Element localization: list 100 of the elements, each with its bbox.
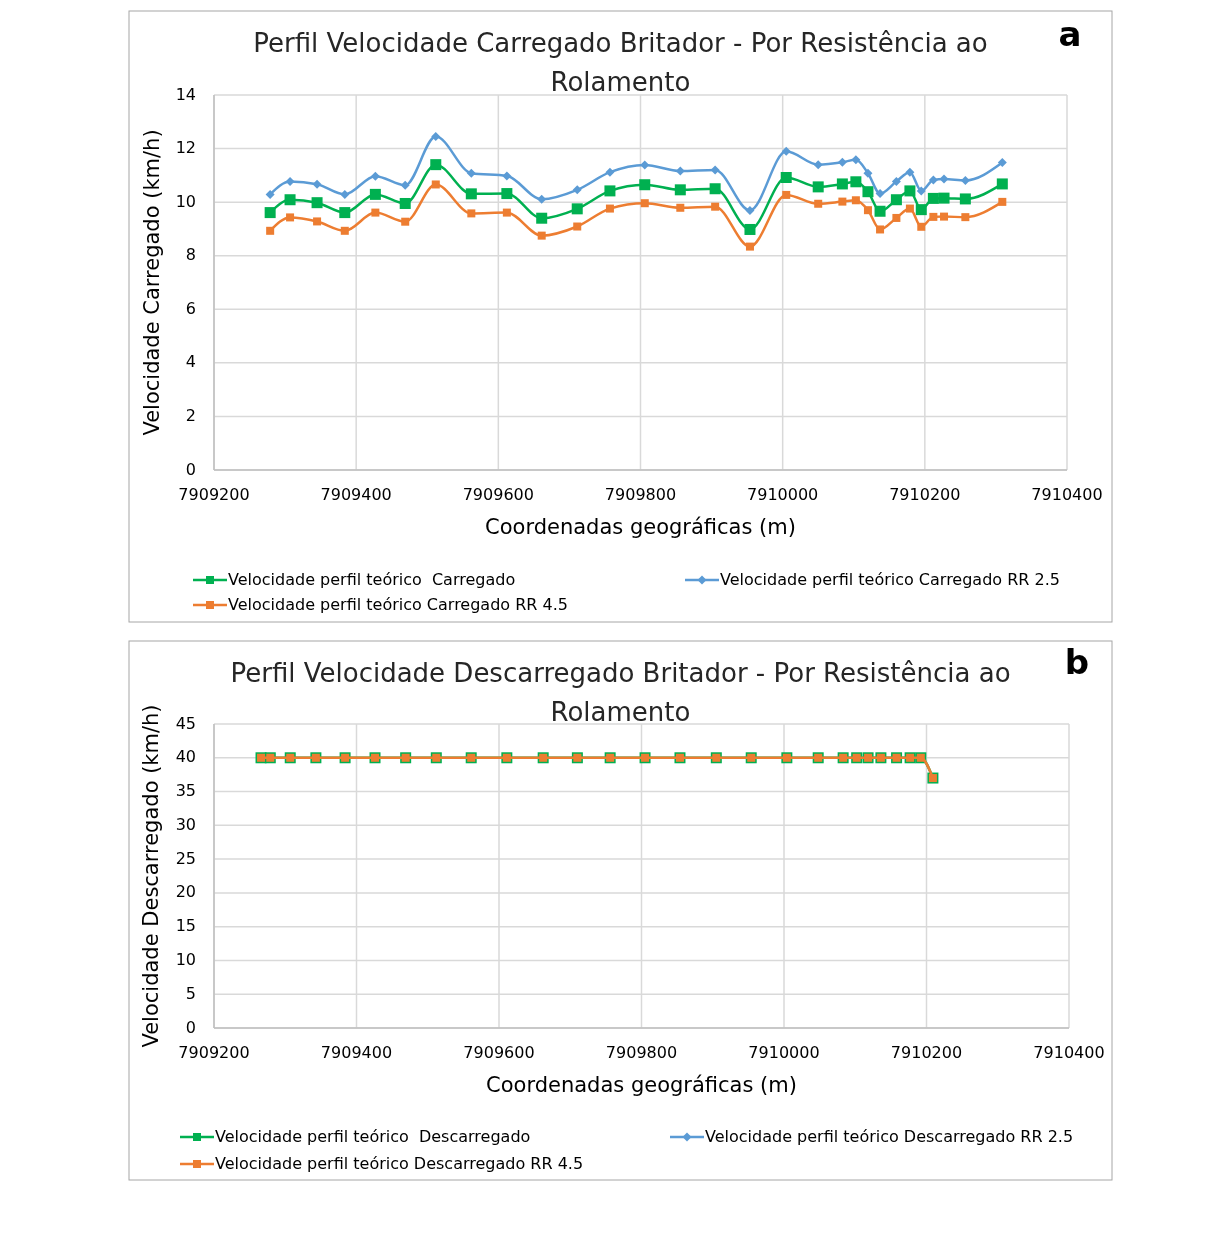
y-tick-label: 25 — [175, 848, 196, 868]
point — [640, 199, 649, 208]
point — [863, 206, 872, 215]
point — [639, 179, 651, 191]
point — [465, 188, 477, 200]
x-tick-label: 7910400 — [1033, 1042, 1105, 1062]
point — [851, 196, 860, 205]
point — [876, 225, 885, 234]
point — [371, 208, 380, 217]
point — [838, 197, 847, 206]
point — [265, 189, 275, 199]
point — [571, 203, 583, 215]
x-tick-label: 7910200 — [889, 484, 961, 504]
point — [709, 183, 721, 195]
point — [502, 171, 512, 181]
y-tick-label: 45 — [175, 713, 196, 733]
point — [467, 209, 476, 218]
point — [890, 194, 902, 206]
point — [836, 178, 848, 190]
point — [674, 184, 686, 196]
y-axis-title: Velocidade Carregado (km/h) — [140, 129, 164, 436]
point — [814, 199, 823, 208]
point — [311, 197, 323, 209]
point — [370, 171, 380, 181]
point — [536, 212, 548, 224]
x-tick-label: 7910200 — [890, 1042, 963, 1062]
point — [605, 204, 614, 213]
point — [917, 222, 926, 231]
point — [850, 176, 862, 188]
point — [959, 193, 971, 205]
x-tick-label: 7909400 — [320, 484, 392, 504]
point — [745, 205, 755, 215]
y-tick-label: 20 — [175, 882, 196, 902]
y-tick-label: 0 — [185, 1017, 196, 1037]
legend-label: Velocidade perfil teórico Descarregado RR 2.5 — [705, 1126, 1074, 1146]
legend-label: Velocidade perfil teórico Carregado — [228, 569, 516, 589]
point — [605, 167, 615, 177]
point — [938, 192, 950, 204]
x-axis-title: Coordenadas geográficas (m) — [485, 515, 796, 539]
point — [891, 177, 901, 187]
y-tick-label: 5 — [185, 983, 196, 1003]
point — [537, 231, 546, 240]
point — [710, 165, 720, 175]
point — [312, 179, 322, 189]
point — [862, 186, 874, 198]
y-tick-label: 2 — [185, 405, 196, 425]
point — [939, 174, 949, 184]
point — [997, 158, 1007, 167]
y-axis-title: Velocidade Descarregado (km/h) — [139, 704, 163, 1048]
x-tick-label: 7909600 — [463, 1042, 535, 1062]
point — [501, 188, 513, 200]
x-tick-label: 7910000 — [747, 484, 819, 504]
x-tick-label: 7909800 — [605, 1042, 678, 1062]
point — [340, 226, 349, 235]
y-tick-label: 35 — [175, 781, 196, 801]
point — [466, 168, 476, 178]
point — [875, 189, 885, 199]
legend-label: Velocidade perfil teórico Descarregado — [215, 1126, 531, 1146]
point — [780, 172, 792, 183]
point — [313, 217, 322, 226]
y-tick-label: 15 — [175, 916, 196, 936]
y-tick-label: 0 — [185, 459, 196, 479]
point — [284, 194, 296, 206]
point — [905, 167, 915, 177]
point — [401, 217, 410, 226]
point — [339, 207, 351, 219]
x-tick-label: 7909800 — [604, 484, 677, 504]
y-tick-label: 8 — [185, 245, 196, 265]
point — [874, 205, 886, 217]
x-tick-label: 7909200 — [178, 484, 250, 504]
text: a — [1058, 13, 1082, 54]
point — [711, 202, 720, 211]
point — [905, 204, 914, 213]
y-tick-label: 40 — [175, 747, 196, 767]
point — [285, 177, 295, 187]
point — [812, 181, 824, 193]
point — [572, 185, 582, 195]
point — [340, 189, 350, 199]
point — [502, 208, 511, 217]
y-tick-label: 14 — [175, 84, 196, 104]
point — [431, 180, 440, 189]
point — [996, 178, 1008, 190]
y-tick-label: 30 — [175, 814, 196, 834]
point — [863, 168, 873, 178]
chart-title: Perfil Velocidade Descarregado Britador - Por Resistência ao Rolamento — [230, 657, 1011, 727]
point — [266, 226, 275, 235]
point — [431, 132, 441, 142]
x-tick-label: 7909400 — [320, 1042, 393, 1062]
y-tick-label: 4 — [185, 352, 196, 372]
point — [929, 212, 938, 221]
x-tick-label: 7909200 — [178, 1042, 250, 1062]
point — [960, 175, 970, 185]
y-tick-label: 10 — [175, 949, 196, 969]
legend-label: Velocidade perfil teórico Descarregado RR 4.5 — [215, 1153, 584, 1173]
point — [399, 197, 411, 209]
legend-label: Velocidade perfil teórico Carregado RR 4.5 — [228, 594, 568, 614]
point — [940, 212, 949, 221]
point — [573, 222, 582, 231]
legend-label: Velocidade perfil teórico Carregado RR 2.5 — [720, 569, 1060, 589]
point — [369, 188, 381, 200]
